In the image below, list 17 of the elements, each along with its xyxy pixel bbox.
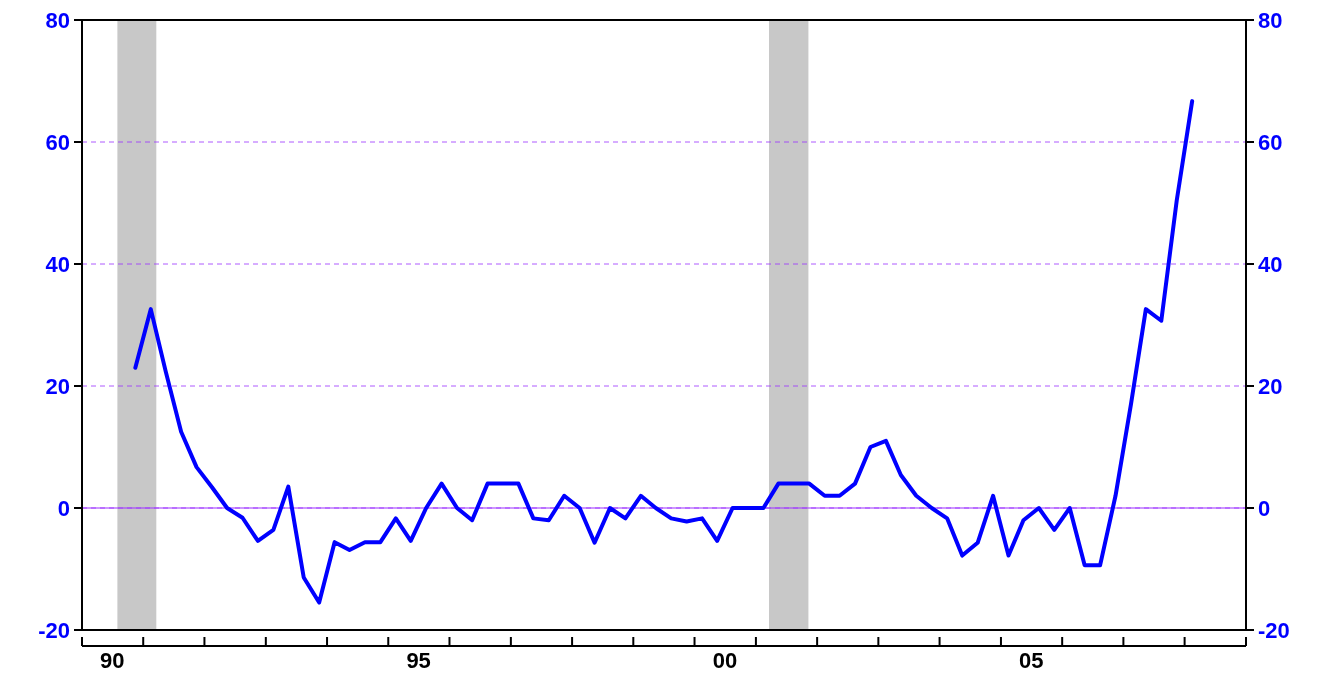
x-tick-label: 00 [712,648,738,673]
y2-tick-label: 20 [1258,373,1283,399]
y-tick-label: 80 [45,7,70,33]
y-tick-label: 20 [45,373,70,399]
y-tick-label: 0 [57,495,70,521]
y2-tick-label: 80 [1258,7,1283,33]
y-tick-label: 40 [45,251,70,277]
line-series [133,99,1195,605]
y2-tick-label: 0 [1258,495,1271,521]
y2-tick-label: 60 [1258,129,1283,155]
x-tick-label: 05 [1019,648,1044,673]
y2-tick-label: -20 [1258,617,1290,643]
x-tick-label: 90 [100,648,125,673]
y2-tick-label: 40 [1258,251,1283,277]
y-tick-label: 60 [45,129,70,155]
y-tick-label: -20 [38,617,70,643]
x-tick-label: 95 [406,648,431,673]
